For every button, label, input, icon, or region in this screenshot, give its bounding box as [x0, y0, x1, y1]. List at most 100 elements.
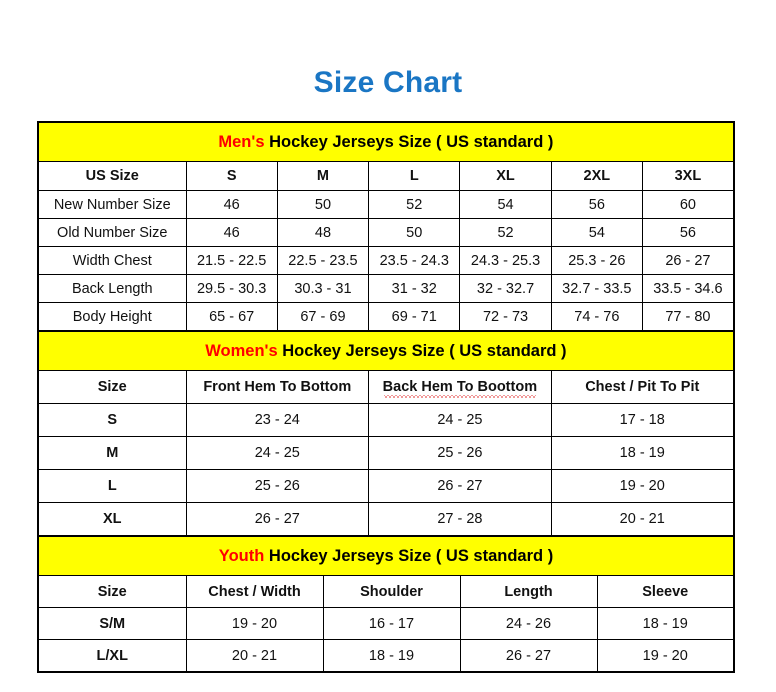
womens-size-table: Women's Hockey Jerseys Size ( US standar… [37, 331, 735, 536]
table-cell: 56 [550, 190, 643, 219]
table-cell: 52 [459, 218, 552, 247]
womens-col-header: Size [37, 370, 187, 404]
table-cell: 65 - 67 [185, 302, 278, 331]
mens-col-header: S [185, 161, 278, 191]
table-row: L 25 - 26 26 - 27 19 - 20 [37, 469, 735, 503]
row-label: L/XL [37, 639, 187, 673]
youth-col-header: Chest / Width [185, 575, 324, 608]
table-cell: 23.5 - 24.3 [368, 246, 461, 275]
table-cell: 20 - 21 [550, 502, 735, 536]
youth-section-banner: Youth Hockey Jerseys Size ( US standard … [37, 536, 735, 576]
womens-banner-rest: Hockey Jerseys Size ( US standard ) [277, 341, 567, 360]
mens-col-header: XL [459, 161, 552, 191]
row-label: S/M [37, 607, 187, 640]
row-label: Body Height [37, 302, 187, 331]
womens-banner-accent: Women's [205, 341, 278, 360]
row-label: Width Chest [37, 246, 187, 275]
table-cell: 46 [185, 218, 278, 247]
table-cell: 25 - 26 [368, 436, 552, 470]
youth-banner-cell: Youth Hockey Jerseys Size ( US standard … [37, 536, 735, 576]
table-row: New Number Size 46 50 52 54 56 60 [37, 190, 735, 219]
table-cell: 33.5 - 34.6 [641, 274, 735, 303]
youth-col-header: Shoulder [322, 575, 461, 608]
womens-col-header: Back Hem To Boottom [368, 370, 552, 404]
row-label: M [37, 436, 187, 470]
table-cell: 16 - 17 [322, 607, 461, 640]
table-cell: 19 - 20 [550, 469, 735, 503]
table-cell: 31 - 32 [368, 274, 461, 303]
table-cell: 77 - 80 [641, 302, 735, 331]
table-row: Body Height 65 - 67 67 - 69 69 - 71 72 -… [37, 302, 735, 331]
row-label: New Number Size [37, 190, 187, 219]
womens-section-banner: Women's Hockey Jerseys Size ( US standar… [37, 331, 735, 371]
mens-col-header: US Size [37, 161, 187, 191]
womens-banner-cell: Women's Hockey Jerseys Size ( US standar… [37, 331, 735, 371]
youth-banner-accent: Youth [218, 546, 265, 565]
table-cell: 23 - 24 [185, 403, 370, 437]
table-row: M 24 - 25 25 - 26 18 - 19 [37, 436, 735, 470]
row-label: XL [37, 502, 187, 536]
table-row: Old Number Size 46 48 50 52 54 56 [37, 218, 735, 247]
table-row: S 23 - 24 24 - 25 17 - 18 [37, 403, 735, 437]
table-cell: 54 [550, 218, 643, 247]
youth-col-header: Length [459, 575, 598, 608]
table-cell: 22.5 - 23.5 [276, 246, 370, 275]
table-cell: 19 - 20 [596, 639, 735, 673]
table-cell: 74 - 76 [550, 302, 643, 331]
table-cell: 26 - 27 [185, 502, 370, 536]
youth-banner-rest: Hockey Jerseys Size ( US standard ) [264, 546, 554, 565]
womens-col-header: Front Hem To Bottom [185, 370, 370, 404]
table-cell: 32.7 - 33.5 [550, 274, 643, 303]
table-cell: 21.5 - 22.5 [185, 246, 278, 275]
page-title: Size Chart [313, 66, 463, 99]
table-cell: 50 [368, 218, 461, 247]
table-cell: 25.3 - 26 [550, 246, 643, 275]
table-cell: 25 - 26 [185, 469, 370, 503]
mens-banner-accent: Men's [218, 132, 265, 151]
mens-col-header: 3XL [641, 161, 735, 191]
table-cell: 54 [459, 190, 552, 219]
table-cell: 24 - 26 [459, 607, 598, 640]
womens-col-header: Chest / Pit To Pit [550, 370, 735, 404]
table-cell: 29.5 - 30.3 [185, 274, 278, 303]
youth-size-table: Youth Hockey Jerseys Size ( US standard … [37, 536, 735, 673]
youth-column-header-row: Size Chest / Width Shoulder Length Sleev… [37, 575, 735, 608]
table-row: S/M 19 - 20 16 - 17 24 - 26 18 - 19 [37, 607, 735, 640]
table-cell: 18 - 19 [550, 436, 735, 470]
table-cell: 17 - 18 [550, 403, 735, 437]
table-cell: 32 - 32.7 [459, 274, 552, 303]
table-cell: 48 [276, 218, 370, 247]
table-cell: 26 - 27 [641, 246, 735, 275]
table-cell: 26 - 27 [368, 469, 552, 503]
size-tables-container: Men's Hockey Jerseys Size ( US standard … [37, 121, 735, 673]
table-row: XL 26 - 27 27 - 28 20 - 21 [37, 502, 735, 536]
table-cell: 69 - 71 [368, 302, 461, 331]
table-cell: 67 - 69 [276, 302, 370, 331]
table-cell: 52 [368, 190, 461, 219]
table-cell: 26 - 27 [459, 639, 598, 673]
youth-col-header: Size [37, 575, 187, 608]
table-cell: 18 - 19 [322, 639, 461, 673]
table-row: Width Chest 21.5 - 22.5 22.5 - 23.5 23.5… [37, 246, 735, 275]
table-row: Back Length 29.5 - 30.3 30.3 - 31 31 - 3… [37, 274, 735, 303]
table-cell: 72 - 73 [459, 302, 552, 331]
table-cell: 46 [185, 190, 278, 219]
mens-col-header: L [368, 161, 461, 191]
mens-column-header-row: US Size S M L XL 2XL 3XL [37, 161, 735, 191]
table-cell: 20 - 21 [185, 639, 324, 673]
table-cell: 24 - 25 [185, 436, 370, 470]
table-cell: 56 [641, 218, 735, 247]
mens-banner-rest: Hockey Jerseys Size ( US standard ) [264, 132, 554, 151]
youth-col-header: Sleeve [596, 575, 735, 608]
table-cell: 19 - 20 [185, 607, 324, 640]
table-row: L/XL 20 - 21 18 - 19 26 - 27 19 - 20 [37, 639, 735, 673]
table-cell: 30.3 - 31 [276, 274, 370, 303]
row-label: Back Length [37, 274, 187, 303]
mens-col-header: M [276, 161, 370, 191]
table-cell: 24 - 25 [368, 403, 552, 437]
table-cell: 27 - 28 [368, 502, 552, 536]
mens-section-banner: Men's Hockey Jerseys Size ( US standard … [37, 121, 735, 162]
table-cell: 18 - 19 [596, 607, 735, 640]
misspelled-word: Back Hem To Boottom [382, 379, 538, 398]
